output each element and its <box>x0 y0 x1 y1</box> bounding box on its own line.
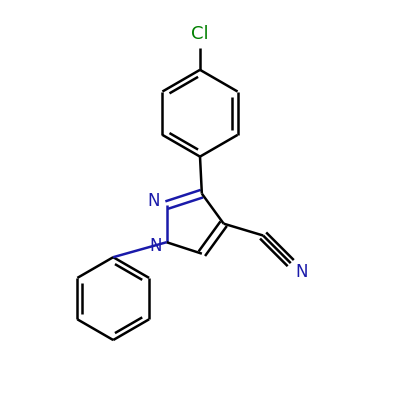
Text: N: N <box>148 192 160 210</box>
Text: N: N <box>149 237 162 255</box>
Text: Cl: Cl <box>191 26 209 44</box>
Text: N: N <box>296 263 308 281</box>
